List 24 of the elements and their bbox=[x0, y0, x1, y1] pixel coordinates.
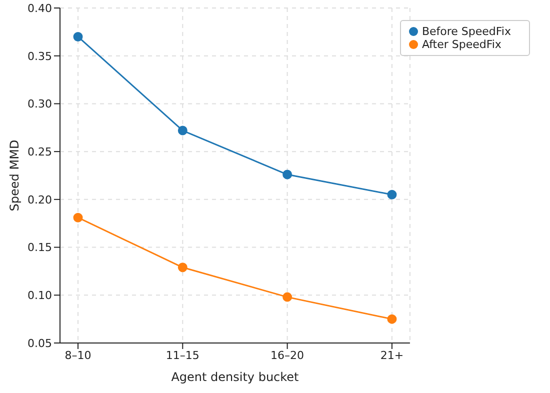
x-tick-label: 11–15 bbox=[166, 348, 200, 362]
x-tick-label: 21+ bbox=[380, 348, 404, 362]
x-tick-label: 16–20 bbox=[270, 348, 304, 362]
point bbox=[73, 212, 83, 222]
point bbox=[387, 314, 397, 324]
point bbox=[282, 170, 292, 180]
point bbox=[178, 262, 188, 272]
y-axis-title: Speed MMD bbox=[7, 140, 22, 212]
point bbox=[387, 190, 397, 200]
x-tick-label: 8–10 bbox=[64, 348, 92, 362]
point bbox=[282, 292, 292, 302]
y-tick-label: 0.20 bbox=[28, 193, 52, 206]
x-axis-title: Agent density bucket bbox=[171, 370, 300, 384]
point bbox=[178, 126, 188, 136]
y-tick-label: 0.15 bbox=[28, 241, 52, 254]
y-tick-label: 0.30 bbox=[28, 98, 52, 111]
y-tick-label: 0.05 bbox=[28, 336, 52, 350]
y-tick-label: 0.25 bbox=[28, 145, 52, 158]
legend-label: Before SpeedFix bbox=[422, 25, 511, 38]
y-tick-label: 0.10 bbox=[28, 289, 52, 302]
point bbox=[73, 32, 83, 42]
y-tick-label: 0.35 bbox=[28, 50, 52, 63]
legend-label: After SpeedFix bbox=[422, 38, 502, 51]
y-tick-label: 0.40 bbox=[28, 2, 52, 15]
